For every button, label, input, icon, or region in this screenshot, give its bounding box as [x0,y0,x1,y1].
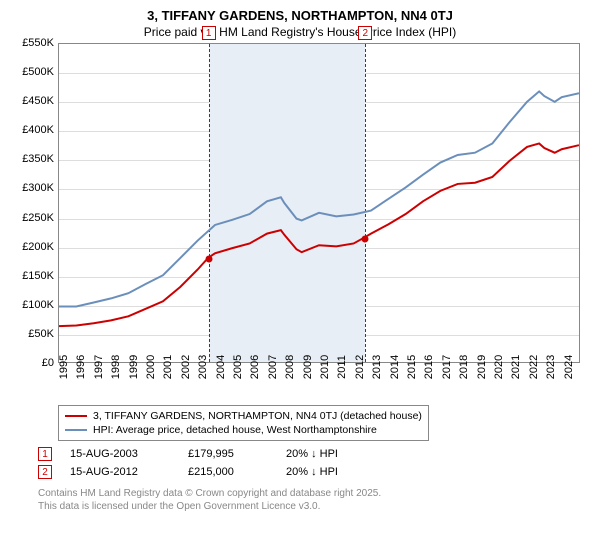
ytick-label: £200K [10,241,54,253]
legend-item-property: 3, TIFFANY GARDENS, NORTHAMPTON, NN4 0TJ… [65,409,422,423]
xtick-label: 2021 [510,355,522,379]
xtick-label: 2009 [302,355,314,379]
ytick-label: £250K [10,212,54,224]
ytick-label: £550K [10,37,54,49]
sale-date-1: 15-AUG-2003 [70,445,170,463]
plot-region: 12 [58,43,580,363]
chart-container: 3, TIFFANY GARDENS, NORTHAMPTON, NN4 0TJ… [0,0,600,560]
sale-price-1: £179,995 [188,445,268,463]
footer-line2: This data is licensed under the Open Gov… [38,500,590,513]
xtick-label: 2002 [180,355,192,379]
sale-price-2: £215,000 [188,463,268,481]
sale-dot [362,235,369,242]
sale-row-2: 2 15-AUG-2012 £215,000 20% ↓ HPI [38,463,590,481]
legend-label-property: 3, TIFFANY GARDENS, NORTHAMPTON, NN4 0TJ… [93,409,422,423]
sale-idx-2: 2 [38,465,52,479]
legend-swatch-hpi [65,429,87,431]
xtick-label: 2017 [441,355,453,379]
xtick-label: 2018 [458,355,470,379]
xtick-label: 2001 [162,355,174,379]
xtick-label: 2014 [389,355,401,379]
xtick-label: 2023 [545,355,557,379]
xtick-label: 2006 [249,355,261,379]
xtick-label: 2008 [284,355,296,379]
xtick-label: 2013 [371,355,383,379]
xtick-label: 2000 [145,355,157,379]
ytick-label: £450K [10,95,54,107]
legend-swatch-property [65,415,87,417]
xtick-label: 2022 [528,355,540,379]
title-subtitle: Price paid vs. HM Land Registry's House … [10,25,590,39]
ytick-label: £350K [10,153,54,165]
xtick-label: 2011 [336,355,348,379]
xtick-label: 2015 [406,355,418,379]
legend-label-hpi: HPI: Average price, detached house, West… [93,423,377,437]
xtick-label: 1996 [75,355,87,379]
xtick-label: 2020 [493,355,505,379]
xtick-label: 1995 [58,355,70,379]
ytick-label: £0 [10,357,54,369]
ownership-shade [209,44,366,362]
sale-delta-2: 20% ↓ HPI [286,463,386,481]
chart-area: £0 £50K £100K £150K £200K £250K £300K £350K £400… [10,43,590,403]
legend: 3, TIFFANY GARDENS, NORTHAMPTON, NN4 0TJ… [58,405,429,441]
marker-box-2: 2 [358,26,372,40]
sale-idx-1: 1 [38,447,52,461]
title-block: 3, TIFFANY GARDENS, NORTHAMPTON, NN4 0TJ… [10,8,590,39]
ytick-label: £500K [10,66,54,78]
xtick-label: 1999 [128,355,140,379]
ytick-label: £50K [10,328,54,340]
sale-date-2: 15-AUG-2012 [70,463,170,481]
xtick-label: 2007 [267,355,279,379]
xtick-label: 2019 [476,355,488,379]
xtick-label: 2003 [197,355,209,379]
title-address: 3, TIFFANY GARDENS, NORTHAMPTON, NN4 0TJ [10,8,590,23]
sale-row-1: 1 15-AUG-2003 £179,995 20% ↓ HPI [38,445,590,463]
xtick-label: 2012 [354,355,366,379]
ytick-label: £100K [10,299,54,311]
ytick-label: £300K [10,182,54,194]
footer-attribution: Contains HM Land Registry data © Crown c… [38,487,590,513]
ytick-label: £150K [10,270,54,282]
xtick-label: 2016 [423,355,435,379]
sale-dot [205,256,212,263]
xtick-label: 2004 [215,355,227,379]
xtick-label: 1997 [93,355,105,379]
sale-delta-1: 20% ↓ HPI [286,445,386,463]
footer-line1: Contains HM Land Registry data © Crown c… [38,487,590,500]
xtick-label: 1998 [110,355,122,379]
xtick-label: 2010 [319,355,331,379]
sales-table: 1 15-AUG-2003 £179,995 20% ↓ HPI 2 15-AU… [38,445,590,481]
xtick-label: 2024 [563,355,575,379]
xtick-label: 2005 [232,355,244,379]
legend-item-hpi: HPI: Average price, detached house, West… [65,423,422,437]
ytick-label: £400K [10,124,54,136]
marker-box-1: 1 [202,26,216,40]
